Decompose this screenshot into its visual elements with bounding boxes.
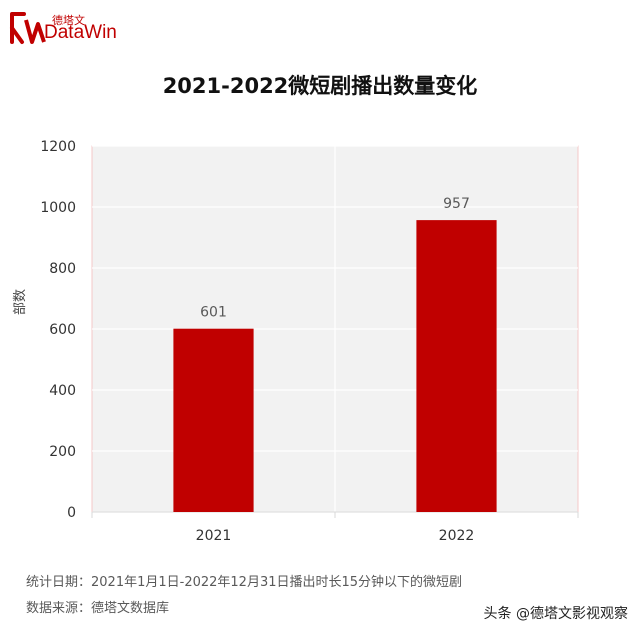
watermark-text: 头条 @德塔文影视观察	[484, 603, 628, 623]
bar	[416, 220, 496, 512]
y-tick-label: 200	[49, 444, 76, 460]
footnote-period: 统计日期：2021年1月1日-2022年12月31日播出时长15分钟以下的微短剧	[26, 571, 462, 590]
bar	[173, 329, 253, 512]
y-tick-label: 0	[67, 505, 76, 521]
y-tick-label: 1200	[40, 139, 76, 155]
bar-chart: 0 200 400 600 800 1000 1200 601 957 2021 2022 部数	[0, 0, 640, 560]
y-axis-label: 部数	[13, 289, 28, 315]
footnote-source: 数据来源：德塔文数据库	[26, 597, 169, 616]
data-label: 601	[200, 305, 227, 321]
y-tick-label: 800	[49, 261, 76, 277]
x-tick-label: 2022	[439, 528, 475, 544]
y-tick-label: 600	[49, 322, 76, 338]
x-tick-label: 2021	[196, 528, 232, 544]
y-tick-label: 400	[49, 383, 76, 399]
data-label: 957	[443, 196, 470, 212]
y-tick-label: 1000	[40, 200, 76, 216]
